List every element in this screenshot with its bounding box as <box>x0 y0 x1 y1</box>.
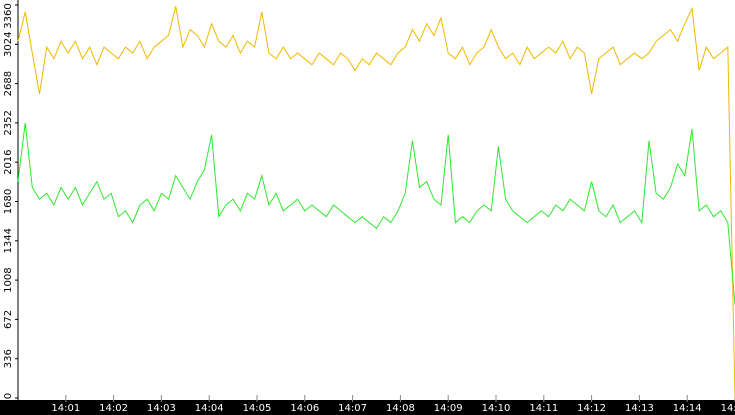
x-tick-label: 14:15 <box>721 403 735 414</box>
y-tick-label: 2688 <box>3 71 14 96</box>
x-tick-label: 14:12 <box>577 403 606 414</box>
x-tick-label: 14:05 <box>243 403 272 414</box>
y-tick-label: 2016 <box>3 149 14 174</box>
x-tick-label: 14:08 <box>386 403 415 414</box>
x-axis-band <box>0 400 735 415</box>
y-tick-label: 3360 <box>3 3 14 28</box>
y-tick-label: 0 <box>3 393 14 399</box>
x-tick-label: 14:14 <box>673 403 702 414</box>
x-tick-label: 14:06 <box>290 403 319 414</box>
x-tick-label: 14:09 <box>434 403 463 414</box>
series-line <box>17 123 735 305</box>
x-tick-label: 14:13 <box>625 403 654 414</box>
x-tick-label: 14:03 <box>147 403 176 414</box>
y-tick-label: 1680 <box>3 189 14 214</box>
y-tick-label: 3024 <box>3 32 14 57</box>
x-tick-label: 14:01 <box>51 403 80 414</box>
series-line <box>17 6 735 399</box>
y-tick-label: 1344 <box>3 228 14 253</box>
y-tick-label: 672 <box>3 310 14 329</box>
x-tick-label: 14:04 <box>195 403 224 414</box>
x-tick-label: 14:10 <box>482 403 511 414</box>
y-tick-label: 1008 <box>3 267 14 292</box>
x-tick-label: 14:11 <box>529 403 558 414</box>
y-tick-label: 2352 <box>3 110 14 135</box>
y-tick-label: 336 <box>3 349 14 368</box>
x-tick-label: 14:02 <box>99 403 128 414</box>
x-tick-label: 14:07 <box>338 403 367 414</box>
